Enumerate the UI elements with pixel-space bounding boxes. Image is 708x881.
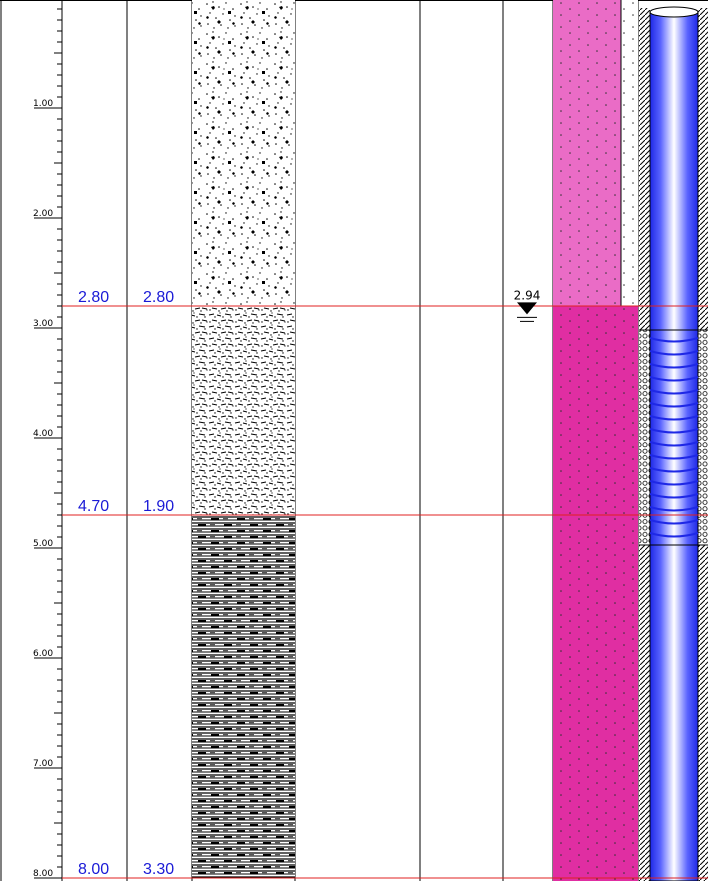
screen-ring-icon (649, 376, 699, 382)
depth-tick-label: 2.00 (33, 209, 53, 219)
hatch-grout-icon (639, 8, 650, 330)
screen-ring-icon (649, 532, 699, 538)
water-level-marker: 2.94 (514, 288, 541, 322)
hatch-grout-icon (698, 8, 708, 330)
depth-tick-label: 3.00 (33, 319, 53, 329)
layer-thickness: 3.30 (143, 861, 174, 878)
gravel-pack-icon (639, 330, 650, 545)
screen-ring-icon (649, 337, 699, 343)
lithology-column (192, 0, 295, 878)
backfill-dots (553, 0, 638, 881)
pipe-top-icon (649, 6, 699, 18)
screen-ring-icon (649, 389, 699, 395)
gravel-pack-icon (698, 330, 708, 545)
depth-tick-label: 4.00 (33, 429, 53, 439)
screen-ring-icon (649, 441, 699, 447)
screen-ring-icon (649, 415, 699, 421)
screen-ring-icon (649, 454, 699, 460)
backfill-column (553, 0, 638, 881)
layer-boundaries (62, 305, 708, 879)
lithology-layer-clay-shale (192, 515, 295, 878)
hatch-grout-icon (639, 545, 650, 881)
screen-ring-icon (649, 506, 699, 512)
screen-ring-icon (649, 428, 699, 434)
screen-ring-icon (649, 519, 699, 525)
well-construction (639, 6, 708, 881)
water-level-triangle-icon (517, 302, 537, 315)
screen-ring-icon (649, 402, 699, 408)
screen-ring-icon (649, 467, 699, 473)
lithology-layer-gravel-sand (192, 0, 295, 306)
water-level-value: 2.94 (514, 288, 541, 302)
depth-tick-label: 8.00 (33, 869, 53, 879)
screen-ring-icon (649, 350, 699, 356)
layer-thickness: 2.80 (143, 289, 174, 306)
screen-ring-icon (649, 493, 699, 499)
layer-bottom-depth: 2.80 (78, 289, 109, 306)
lithology-layer-silty-sand (192, 306, 295, 515)
hatch-grout-icon (698, 545, 708, 881)
depth-tick-label: 5.00 (33, 539, 53, 549)
screen-ring-icon (649, 363, 699, 369)
layer-thickness: 1.90 (143, 498, 174, 515)
layer-bottom-depth: 4.70 (78, 498, 109, 515)
layer-values: 2.80 2.80 4.70 1.90 8.00 3.30 (78, 289, 174, 878)
screen-ring-icon (649, 480, 699, 486)
depth-scale: 1.00 2.00 3.00 4.00 5.00 6.00 7.00 8.00 (33, 8, 62, 879)
depth-tick-label: 6.00 (33, 649, 53, 659)
layer-bottom-depth: 8.00 (78, 861, 109, 878)
depth-tick-label: 1.00 (33, 99, 53, 109)
depth-tick-label: 7.00 (33, 759, 53, 769)
